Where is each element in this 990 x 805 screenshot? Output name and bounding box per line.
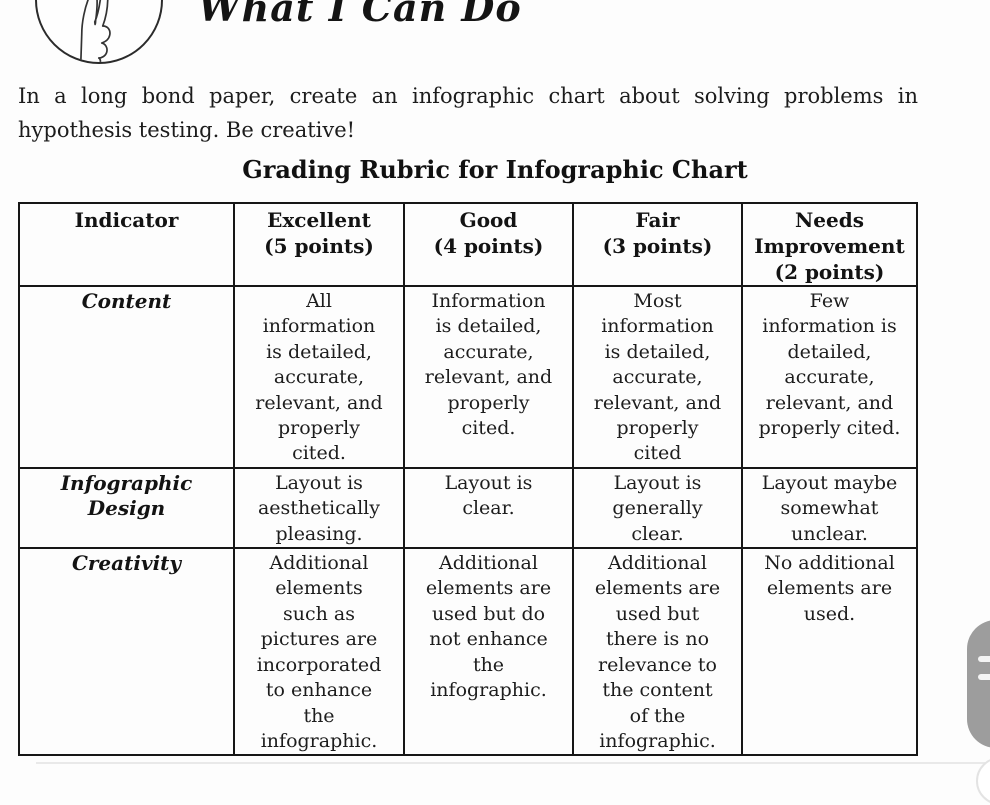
col-header-indicator: Indicator xyxy=(18,202,235,287)
page-divider-line xyxy=(36,762,990,764)
cell-content-excellent: All information is detailed, accurate, r… xyxy=(233,285,405,469)
cell-creativity-needs-improvement: No additional elements are used. xyxy=(741,547,918,757)
col-header-excellent: Excellent (5 points) xyxy=(233,202,405,287)
cell-creativity-fair: Additional elements are used but there i… xyxy=(572,547,743,757)
grading-rubric-table: Indicator Excellent (5 points) Good (4 p… xyxy=(18,202,918,757)
handle-dash xyxy=(978,674,990,680)
cell-design-good: Layout is clear. xyxy=(403,466,574,550)
rubric-table-title: Grading Rubric for Infographic Chart xyxy=(242,155,748,184)
table-row-infographic-design: Infographic Design Layout is aesthetical… xyxy=(18,466,918,550)
cell-design-indicator: Infographic Design xyxy=(18,466,235,550)
handle-dash xyxy=(978,656,990,662)
document-page: What I Can Do In a long bond paper, crea… xyxy=(18,0,990,805)
cell-content-good: Information is detailed, accurate, relev… xyxy=(403,285,574,469)
cell-creativity-indicator: Creativity xyxy=(18,547,235,757)
col-header-needs-improvement: Needs Improvement (2 points) xyxy=(741,202,918,287)
rubric-header-row: Indicator Excellent (5 points) Good (4 p… xyxy=(18,202,918,287)
fingers-crossed-hand-icon xyxy=(35,0,163,64)
side-arc-decoration xyxy=(976,757,990,805)
cell-content-indicator: Content xyxy=(18,285,235,469)
table-row-content: Content All information is detailed, acc… xyxy=(18,285,918,469)
cell-design-excellent: Layout is aesthetically pleasing. xyxy=(233,466,405,550)
col-header-fair: Fair (3 points) xyxy=(572,202,743,287)
col-header-good: Good (4 points) xyxy=(403,202,574,287)
cell-design-fair: Layout is generally clear. xyxy=(572,466,743,550)
instruction-line-1: In a long bond paper, create an infograp… xyxy=(18,84,918,108)
page-title: What I Can Do xyxy=(198,0,522,30)
drag-handle-icon[interactable] xyxy=(967,620,990,748)
cell-design-needs-improvement: Layout maybe somewhat unclear. xyxy=(741,466,918,550)
table-row-creativity: Creativity Additional elements such as p… xyxy=(18,547,918,757)
instruction-paragraph: In a long bond paper, create an infograp… xyxy=(18,80,918,147)
cell-creativity-excellent: Additional elements such as pictures are… xyxy=(233,547,405,757)
instruction-line-2: hypothesis testing. Be creative! xyxy=(18,117,356,142)
cell-content-needs-improvement: Few information is detailed, accurate, r… xyxy=(741,285,918,469)
cell-content-fair: Most information is detailed, accurate, … xyxy=(572,285,743,469)
cell-creativity-good: Additional elements are used but do not … xyxy=(403,547,574,757)
